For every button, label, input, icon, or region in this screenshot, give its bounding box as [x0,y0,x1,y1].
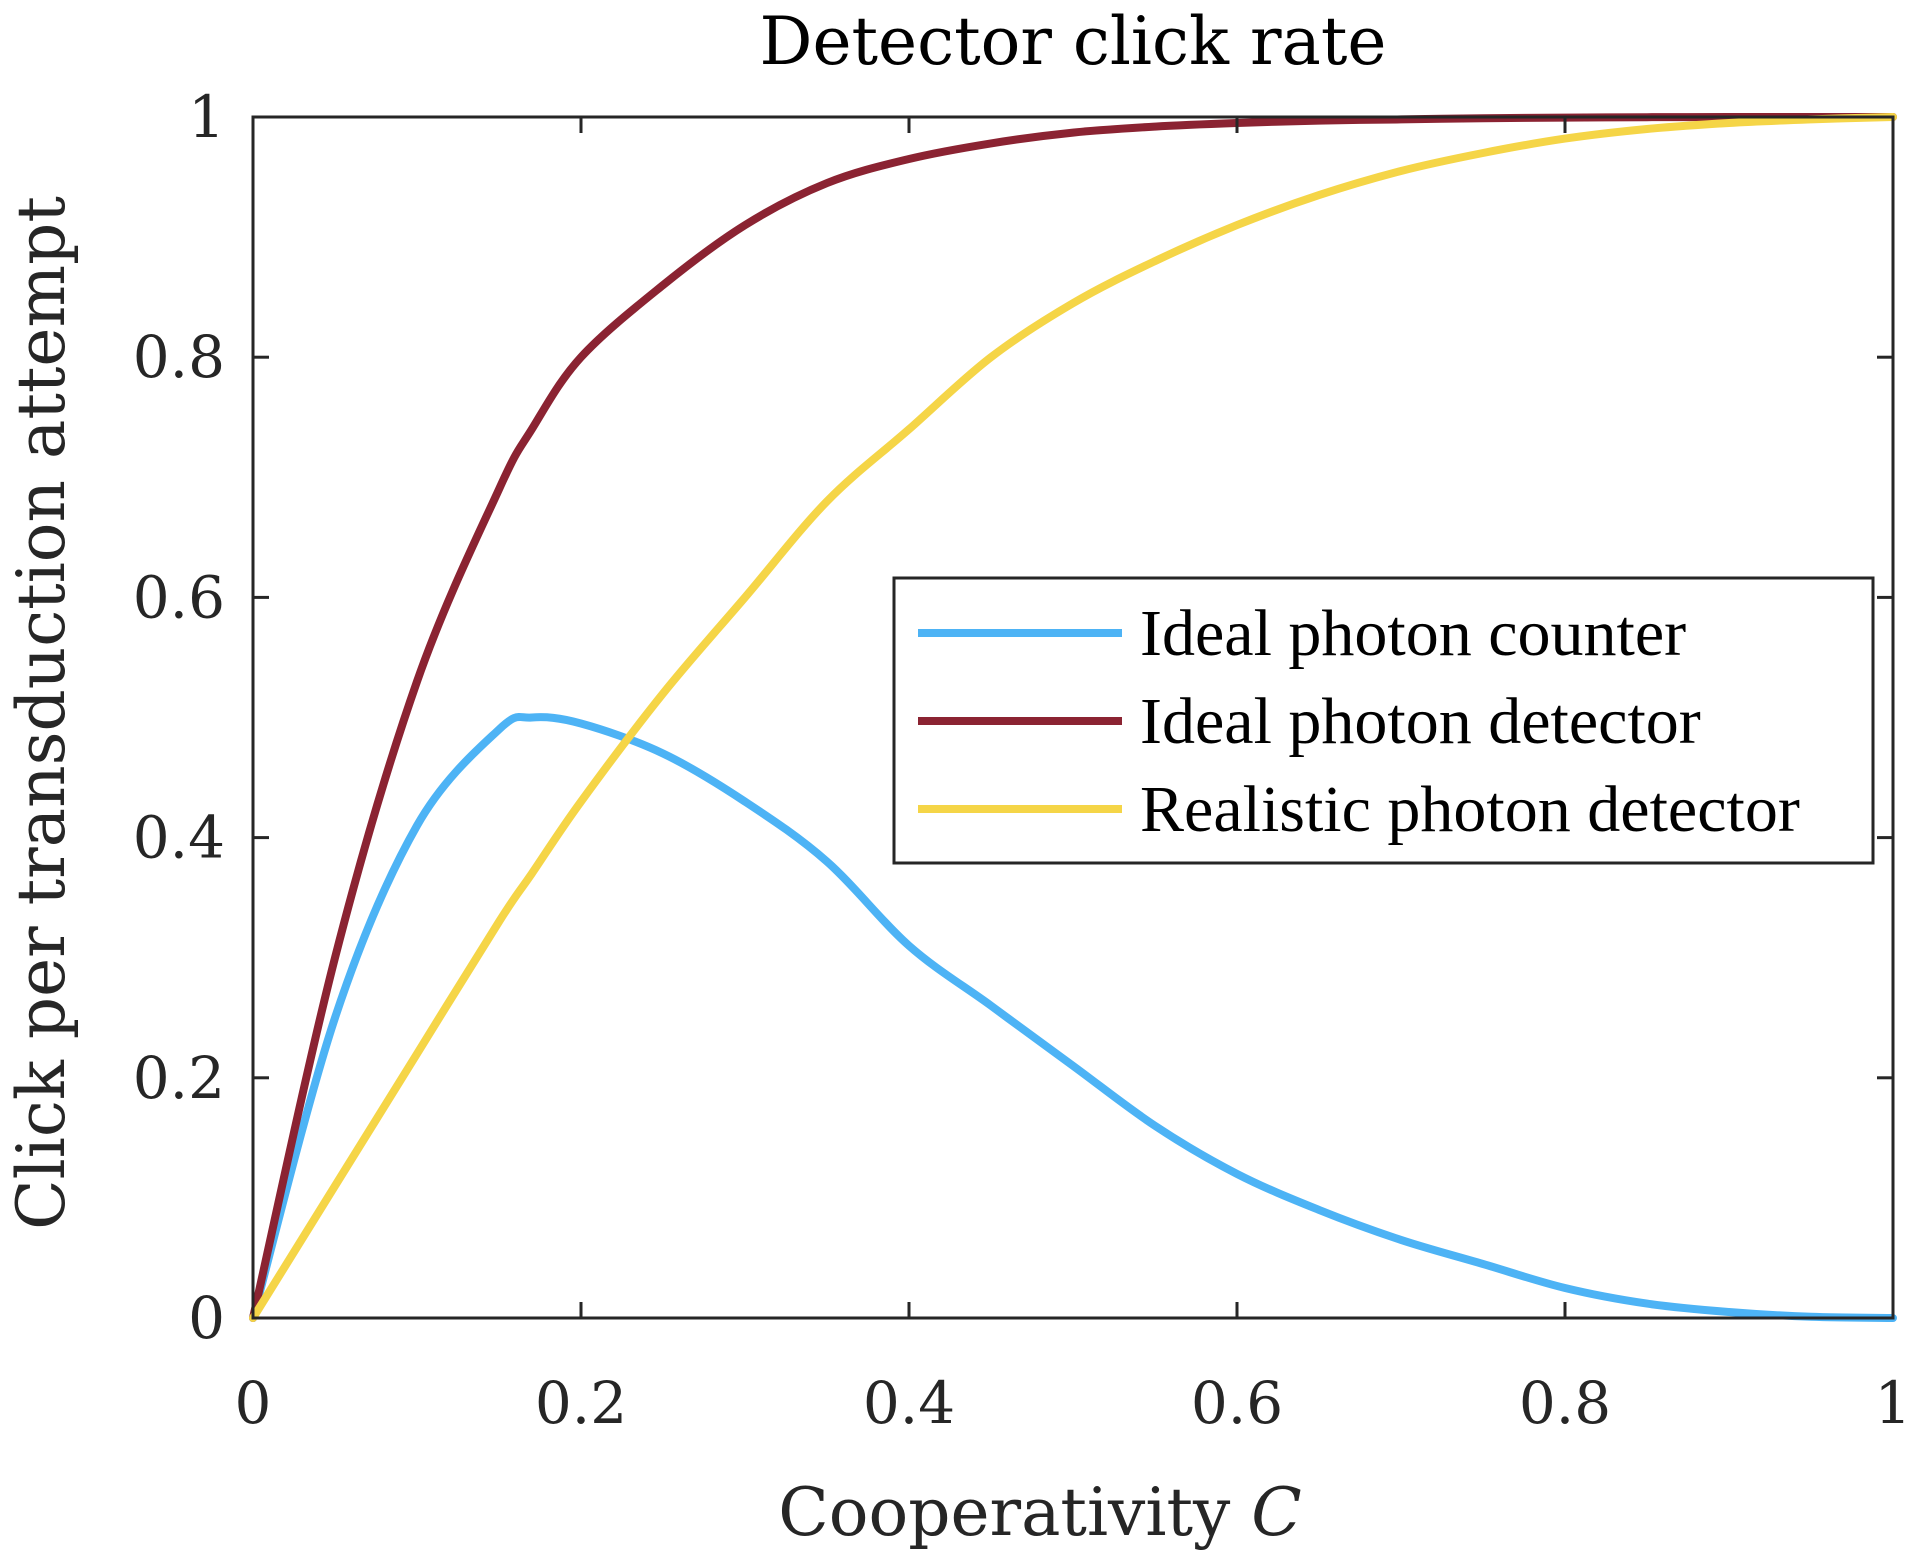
legend-label-2: Ideal photon detector [1140,685,1701,758]
y-tick-label: 0.4 [133,804,225,872]
x-axis-title: Cooperativity C [778,1474,1302,1551]
legend: Ideal photon counter Ideal photon detecto… [892,576,1875,865]
x-tick-label: 0.8 [1519,1369,1611,1437]
x-tick-label: 1 [1875,1369,1912,1437]
chart-title: Detector click rate [760,3,1387,80]
y-tick-label: 0.8 [133,323,225,391]
tick-layer: 0 0.2 0.4 0.6 0.8 1 0 0.2 0.4 0.6 0.8 1 [133,83,1912,1437]
x-tick-label: 0.2 [535,1369,627,1437]
x-tick-label: 0.4 [863,1369,955,1437]
y-axis-title: Click per transduction attempt [3,196,80,1230]
y-tick-label: 0.2 [133,1044,225,1112]
y-tick-label: 0 [188,1284,225,1352]
legend-label-1: Ideal photon counter [1140,597,1686,670]
x-tick-label: 0.6 [1191,1369,1283,1437]
x-tick-label: 0 [235,1369,272,1437]
y-tick-label: 1 [188,83,225,151]
x-axis-label: Cooperativity [778,1474,1231,1551]
x-axis-symbol: C [1251,1474,1302,1551]
y-tick-label: 0.6 [133,563,225,631]
series-line-3 [249,113,1897,1322]
plot-frame [251,115,1895,1320]
legend-label-3: Realistic photon detector [1140,773,1800,846]
series-line-1 [249,712,1897,1322]
